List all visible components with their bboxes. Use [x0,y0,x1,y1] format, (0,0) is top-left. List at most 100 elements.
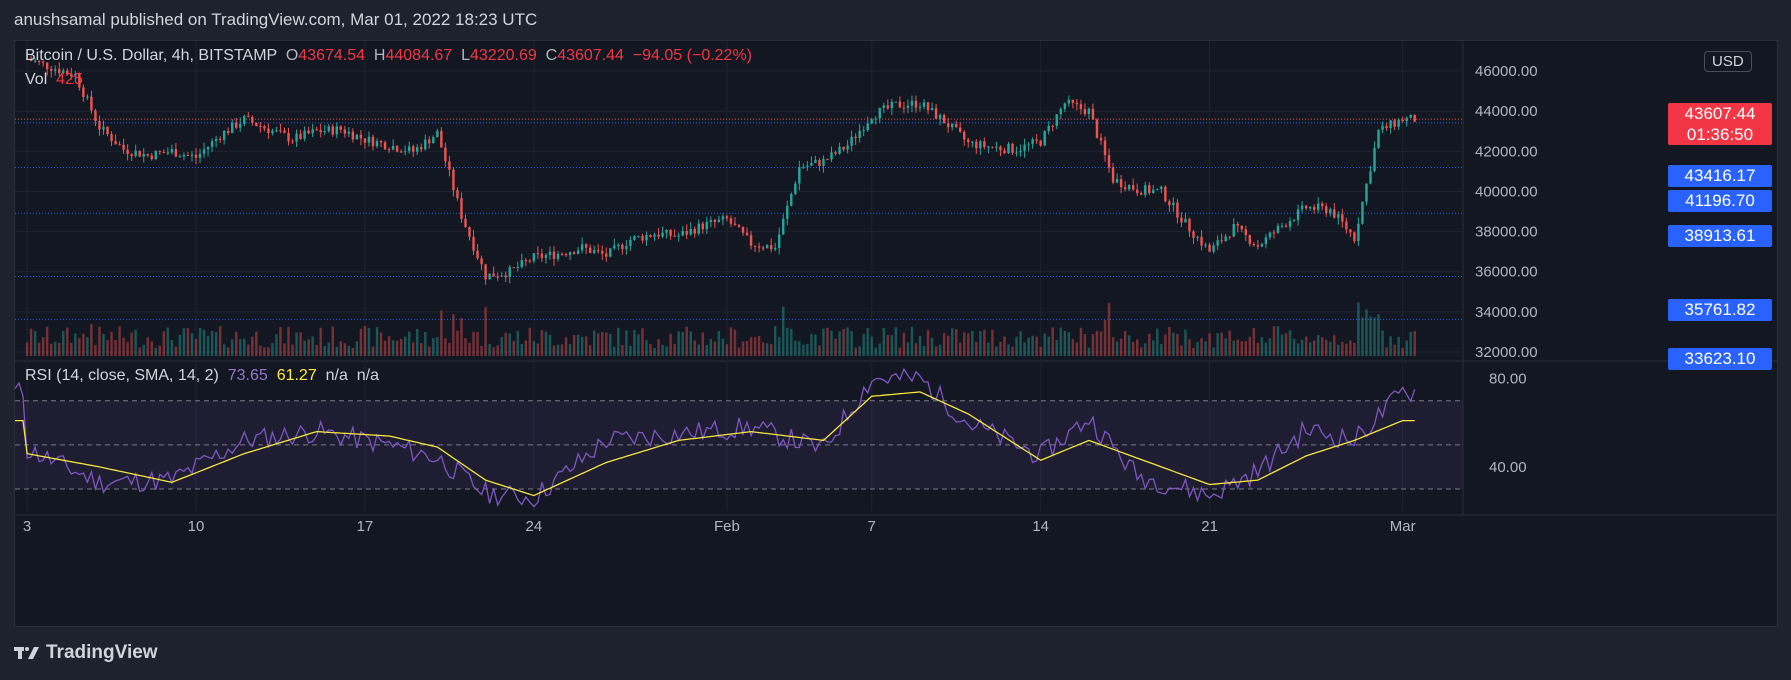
candle-body [601,250,604,254]
volume-bar [592,330,596,356]
candle-body [416,147,419,152]
price-tick-label: 40000.00 [1475,183,1538,200]
candle-body [798,167,801,184]
candle-body [146,153,149,156]
candle-body [669,229,672,236]
candle-body [1204,244,1207,246]
candle-body [387,149,391,151]
volume-bar [387,336,391,356]
volume-bar [717,330,721,356]
volume-bar [110,331,113,356]
candle-body [1292,220,1296,222]
volume-bar [307,339,310,356]
candle-body [709,219,713,222]
candle-body [267,128,270,133]
rsi-tick-label: 80.00 [1489,371,1527,388]
volume-bar [741,341,745,356]
volume-bar [1003,336,1006,356]
candle-body [1043,131,1046,146]
volume-bar [1268,338,1272,356]
volume-bar [74,333,77,356]
volume-bar [355,341,359,356]
volume-bar [1296,343,1300,356]
volume-bar [733,329,737,356]
candle-body [424,139,427,150]
chart-canvas[interactable]: 3 10 17 24 Feb 7 14 21 Mar 46000.00 44000.00 42000.… [15,41,1777,626]
currency-button[interactable]: USD [1704,51,1752,72]
candle-body [1304,205,1308,209]
open-label: O [285,47,299,64]
volume-bar [749,337,753,356]
volume-bar [838,331,841,356]
candle-body [1240,225,1243,230]
candle-body [580,244,584,251]
candle-body [1119,179,1123,188]
volume-bar [1280,334,1284,356]
tradingview-logo[interactable]: TradingView [14,642,158,664]
candle-body [810,162,813,166]
candle-body [1321,203,1324,207]
candle-body [717,219,721,222]
candle-body [78,74,81,88]
volume-bar [49,343,53,356]
volume-bar [617,327,620,356]
candle-body [448,161,451,170]
volume-bar [621,345,624,356]
volume-bar [729,327,733,356]
candle-body [1244,229,1248,236]
candle-body [862,130,865,132]
symbol-label[interactable]: Bitcoin / U.S. Dollar, 4h, BITSTAMP [25,47,277,64]
volume-bar [737,347,741,356]
volume-bar [1272,326,1276,356]
candle-body [41,61,45,63]
volume-bar [1131,341,1135,356]
candle-body [544,255,548,258]
volume-bar [1204,341,1207,356]
volume-bar [866,328,869,356]
rsi-sma-line [15,391,1415,497]
volume-bar [629,345,632,356]
volume-bar [721,338,725,356]
candle-body [214,138,218,142]
candle-body [870,119,873,124]
candle-body [850,136,853,146]
volume-bar [954,329,958,356]
candle-body [987,146,990,148]
volume-bar [263,347,266,356]
volume-bar [1188,339,1191,356]
volume-bar [1172,332,1175,356]
volume-bar [605,332,608,356]
candle-body [363,138,367,143]
chart-frame[interactable]: 3 10 17 24 Feb 7 14 21 Mar 46000.00 44000.00 42000.… [14,40,1778,627]
candle-body [351,131,355,140]
volume-bar [230,339,234,356]
candle-body [878,107,881,119]
volume-bar [1409,331,1412,356]
volume-bar [424,331,427,356]
main-legend: Bitcoin / U.S. Dollar, 4h, BITSTAMP O436… [25,47,752,65]
volume-bar [922,346,926,356]
volume-bar [946,335,950,356]
volume-bar [166,327,170,356]
volume-bar [45,326,49,356]
volume-bar [1168,326,1171,356]
volume-bar [898,347,902,356]
candle-body [605,253,608,257]
candle-body [890,101,894,109]
candle-body [504,275,507,278]
volume-bar [942,333,946,356]
volume-bar [1220,332,1223,356]
volume-bar [343,343,347,356]
candle-body [1329,209,1332,214]
candle-body [1196,236,1199,238]
volume-bar [778,336,781,356]
volume-bar [436,337,439,356]
volume-bar [665,346,668,356]
candle-body [1135,189,1139,193]
author-name[interactable]: anushsamal [14,10,106,29]
volume-label[interactable]: Vol [25,71,48,88]
rsi-label[interactable]: RSI (14, close, SMA, 14, 2) [25,367,219,384]
candle-body [597,250,600,252]
candle-body [1224,236,1227,242]
candle-body [1312,207,1316,210]
